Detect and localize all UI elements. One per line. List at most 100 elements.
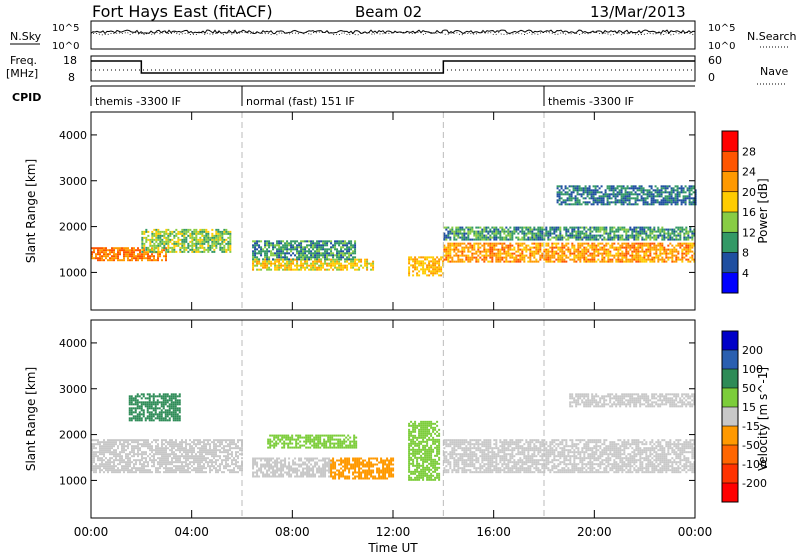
cpid-segment-label: normal (fast) 151 IF xyxy=(246,95,355,108)
freq-axis-top-right: 60 xyxy=(708,54,722,67)
freq-panel-frame xyxy=(90,55,696,82)
y-tick-label: 1000 xyxy=(59,266,87,279)
x-tick-label: 20:00 xyxy=(577,525,612,539)
x-axis-label: Time UT xyxy=(367,541,418,554)
velocity-panel-bg xyxy=(91,320,695,518)
freq-axis-top-left: 18 xyxy=(63,54,77,67)
velocity-echo-band xyxy=(252,457,333,478)
power-colorbar-swatch xyxy=(722,131,738,152)
velocity-echoes xyxy=(91,320,696,518)
velocity-colorbar-tick-label: 200 xyxy=(742,344,763,357)
power-echo-band xyxy=(141,228,232,253)
cpid-segment-label: themis -3300 IF xyxy=(548,95,634,108)
velocity-colorbar-tick-label: -15 xyxy=(742,420,760,433)
power-echo-band xyxy=(252,240,357,261)
power-colorbar-swatch xyxy=(722,272,738,294)
power-y-axis: 1000 2000 3000 4000 xyxy=(59,129,695,279)
y-tick-label: 3000 xyxy=(59,175,87,188)
power-colorbar-swatch xyxy=(722,232,738,253)
velocity-echo-band xyxy=(443,439,696,474)
velocity-colorbar-tick-label: 50 xyxy=(742,382,756,395)
power-colorbar-tick-label: 4 xyxy=(742,267,749,280)
beam-label: Beam 02 xyxy=(355,3,422,21)
time-x-axis: 00:00 04:00 08:00 12:00 16:00 20:00 00:00 xyxy=(74,112,713,539)
freq-axis-bottom-left: 8 xyxy=(68,71,75,84)
power-colorbar-swatch xyxy=(722,171,738,193)
power-colorbar-tick-label: 24 xyxy=(742,166,756,179)
noise-axis-bottom-left: 10^0 xyxy=(52,41,79,52)
freq-label-line1: Freq. xyxy=(10,54,37,67)
velocity-colorbar-tick-label: -50 xyxy=(742,439,760,452)
velocity-echo-band xyxy=(91,439,243,474)
power-colorbar-swatch xyxy=(722,252,738,274)
velocity-colorbar-swatch xyxy=(722,331,738,351)
power-echo-band xyxy=(408,256,445,277)
power-echoes xyxy=(91,112,697,310)
power-echo-band xyxy=(443,226,696,241)
x-tick-label: 00:00 xyxy=(678,525,713,539)
noise-axis-bottom-right: 10^0 xyxy=(708,41,735,52)
velocity-colorbar-swatch xyxy=(722,369,738,389)
station-title: Fort Hays East (fitACF) xyxy=(92,2,273,21)
power-echo-band xyxy=(443,242,696,263)
velocity-colorbar-label: Velocity [m s^-1] xyxy=(756,367,770,471)
cpid-segment-label: themis -3300 IF xyxy=(95,95,181,108)
velocity-echo-band xyxy=(128,393,181,422)
y-tick-label: 4000 xyxy=(59,129,87,142)
noise-panel-frame xyxy=(90,20,696,50)
velocity-colorbar-tick-label: -200 xyxy=(742,477,767,490)
power-colorbar: 28 24 20 16 12 8 4 xyxy=(721,130,756,294)
power-colorbar-swatch xyxy=(722,151,738,172)
power-colorbar-tick-label: 12 xyxy=(742,226,756,239)
velocity-colorbar-tick-label: 100 xyxy=(742,363,763,376)
x-tick-label: 04:00 xyxy=(174,525,209,539)
velocity-colorbar-label-text: Velocity [m s^-1] xyxy=(756,367,770,471)
velocity-colorbar-tick-label: -100 xyxy=(742,458,767,471)
power-panel-bg xyxy=(91,112,695,310)
freq-label-line2: [MHz] xyxy=(6,67,38,80)
velocity-colorbar: 200 100 50 15 -15 -50 -100 -200 xyxy=(721,330,767,503)
x-tick-label: 08:00 xyxy=(275,525,310,539)
power-colorbar-tick-label: 16 xyxy=(742,206,756,219)
velocity-colorbar-swatch xyxy=(722,407,738,427)
y-tick-label: 3000 xyxy=(59,383,87,396)
power-echo-band xyxy=(252,258,375,271)
velocity-colorbar-tick-label: 15 xyxy=(742,401,756,414)
velocity-colorbar-swatch xyxy=(722,388,738,408)
velocity-colorbar-swatch xyxy=(722,426,738,446)
nsearch-label: N.Search xyxy=(747,30,797,43)
date-label: 13/Mar/2013 xyxy=(590,3,686,21)
velocity-colorbar-swatch xyxy=(722,464,738,484)
velocity-echo-band xyxy=(569,393,696,408)
power-echo-band xyxy=(91,247,167,262)
noise-trace xyxy=(90,29,696,48)
power-colorbar-tick-label: 8 xyxy=(742,247,749,260)
freq-trace xyxy=(91,60,695,74)
x-tick-label: 00:00 xyxy=(74,525,109,539)
frequency-line xyxy=(91,60,695,74)
nsky-label: N.Sky xyxy=(10,30,42,43)
power-colorbar-label: Power [dB] xyxy=(756,178,770,243)
noise-axis-top-left: 10^5 xyxy=(52,23,79,34)
power-colorbar-swatch xyxy=(722,212,738,233)
y-tick-label: 2000 xyxy=(59,429,87,442)
nave-label: Nave xyxy=(760,65,788,78)
velocity-y-label: Slant Range [km] xyxy=(24,367,38,471)
velocity-colorbar-frame xyxy=(721,330,739,503)
velocity-echo-band xyxy=(330,457,395,480)
cpid-row: themis -3300 IF normal (fast) 151 IF themi… xyxy=(90,85,695,108)
power-colorbar-tick-label: 20 xyxy=(742,186,756,199)
velocity-colorbar-swatch xyxy=(722,445,738,465)
velocity-echo-band xyxy=(408,420,441,481)
velocity-echo-band xyxy=(267,434,358,449)
velocity-colorbar-swatch xyxy=(722,483,738,503)
power-echo-band xyxy=(556,185,697,206)
nsky-trace xyxy=(90,29,696,48)
y-tick-label: 1000 xyxy=(59,474,87,487)
noise-axis-top-right: 10^5 xyxy=(708,23,735,34)
power-colorbar-swatch xyxy=(722,191,738,213)
x-tick-label: 12:00 xyxy=(376,525,411,539)
x-tick-label: 16:00 xyxy=(476,525,511,539)
y-tick-label: 4000 xyxy=(59,337,87,350)
